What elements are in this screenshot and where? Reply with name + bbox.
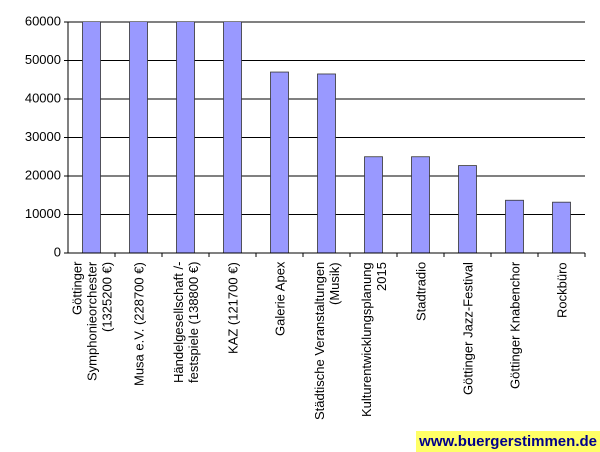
x-tick-label: Göttinger Jazz-Festival	[460, 262, 475, 395]
y-tick-label: 60000	[25, 13, 61, 28]
y-tick-label: 30000	[25, 129, 61, 144]
watermark: www.buergerstimmen.de	[416, 431, 600, 452]
bar	[317, 73, 336, 254]
x-tick-label: Städtische Veranstaltungen (Musik)	[311, 262, 342, 421]
y-tick-label: 40000	[25, 90, 61, 105]
bar	[552, 201, 571, 254]
bar	[176, 22, 195, 254]
x-tick-label: Galerie Apex	[272, 262, 287, 337]
x-tick-label: Musa e.V. (228700 €)	[131, 262, 146, 386]
x-tick-label: Kulturentwicklungsplanung 2015	[358, 262, 389, 417]
bar	[82, 22, 101, 254]
bar	[505, 199, 524, 254]
x-tick-label: Göttinger Knabenchor	[507, 262, 522, 390]
bar	[129, 22, 148, 254]
x-tick-label: KAZ (121700 €)	[225, 262, 240, 354]
x-tick-label: Stadtradio	[413, 262, 428, 322]
bar	[364, 156, 383, 254]
bar	[411, 156, 430, 254]
y-tick-label: 10000	[25, 206, 61, 221]
y-tick-label: 20000	[25, 167, 61, 182]
y-tick-label: 50000	[25, 52, 61, 67]
bar	[223, 22, 242, 254]
x-tick-label: Rockbüro	[554, 262, 569, 318]
x-tick-label: Göttinger Symphonieorchester (1325200 €)	[69, 262, 114, 382]
x-tick-label: Händelgesellschaft /-festspiele (138800 …	[170, 262, 201, 384]
y-tick-label: 0	[54, 244, 61, 259]
bar	[458, 165, 477, 254]
bar	[270, 71, 289, 254]
